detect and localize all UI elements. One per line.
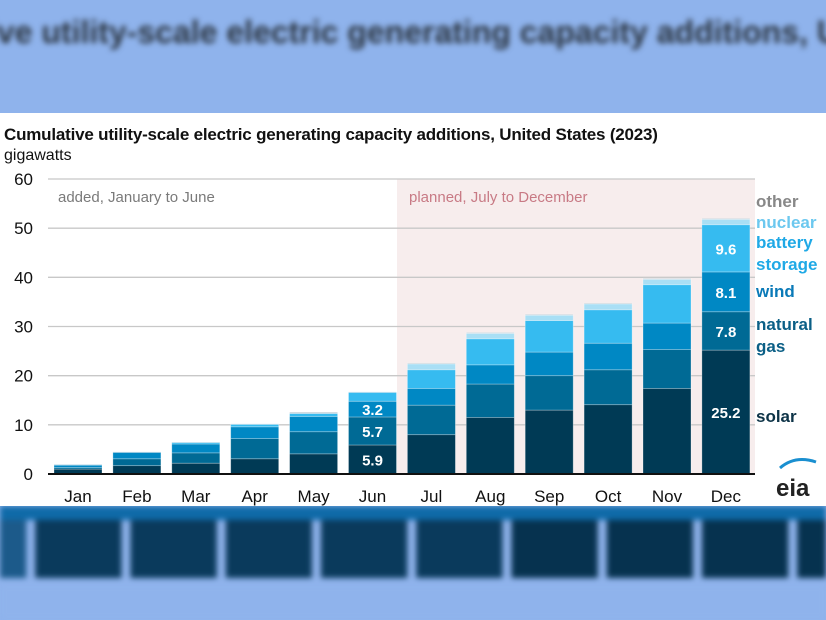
bar-segment-wind-apr — [230, 426, 280, 439]
annotation-added: added, January to June — [58, 189, 215, 206]
bar-segment-natural-gas-jul — [406, 404, 456, 436]
legend-label-nuclear: nuclear — [756, 213, 817, 232]
bar-segment-natural-gas-feb — [112, 458, 162, 467]
x-tick-label: Aug — [475, 487, 505, 506]
bar-segment-solar-aug — [465, 417, 515, 475]
legend-label-battery-storage: storage — [756, 255, 817, 274]
bar-segment-other-dec — [701, 217, 751, 220]
bar-segment-wind-sep — [524, 351, 574, 377]
bar-segment-battery-storage-aug — [465, 338, 515, 366]
eia-logo: eia — [776, 475, 810, 502]
bar-segment-battery-storage-may — [289, 413, 339, 417]
x-tick-label: Mar — [181, 487, 211, 506]
bar-segment-wind-oct — [583, 342, 633, 371]
x-tick-label: Dec — [711, 487, 742, 506]
bar-segment-battery-storage-jul — [406, 369, 456, 389]
x-tick-label: Nov — [652, 487, 683, 506]
bar-segment-other-jul — [406, 362, 456, 365]
y-tick-label: 30 — [14, 318, 33, 337]
blurred-background-top: Cumulative utility-scale electric genera… — [0, 0, 826, 113]
bar-segment-wind-mar — [171, 443, 221, 454]
bar-segment-wind-may — [289, 416, 339, 433]
x-tick-label: Feb — [122, 487, 151, 506]
x-tick-label: Jun — [359, 487, 386, 506]
data-label: 3.2 — [362, 402, 383, 419]
bar-segment-natural-gas-aug — [465, 383, 515, 418]
y-axis-unit: gigawatts — [4, 147, 72, 164]
legend-label-solar: solar — [756, 407, 797, 426]
y-tick-label: 60 — [14, 170, 33, 189]
x-tick-label: Sep — [534, 487, 564, 506]
eia-logo-swoosh — [779, 458, 817, 470]
bar-segment-other-may — [289, 411, 339, 414]
bar-segment-solar-mar — [171, 462, 221, 475]
bar-segment-natural-gas-oct — [583, 369, 633, 406]
bar-segment-nuclear-sep — [524, 314, 574, 322]
bar-segment-nuclear-nov — [642, 278, 692, 286]
chart: 0 10 20 30 40 50 60 added, January to June plann… — [14, 170, 817, 506]
bar-segment-solar-oct — [583, 404, 633, 475]
bar-segment-nuclear-jul — [406, 363, 456, 371]
annotation-planned: planned, July to December — [409, 189, 587, 206]
chart-title: Cumulative utility-scale electric genera… — [4, 125, 658, 144]
blurred-axis-area — [0, 584, 826, 620]
bar-segment-natural-gas-nov — [642, 349, 692, 389]
bar-segment-solar-nov — [642, 388, 692, 475]
legend-label-other: other — [756, 192, 799, 211]
x-tick-label: May — [298, 487, 331, 506]
data-label: 5.9 — [362, 452, 383, 469]
y-tick-label: 10 — [14, 416, 33, 435]
x-tick-label: Jul — [421, 487, 443, 506]
bar-segment-solar-jun — [348, 444, 397, 475]
legend-label-natural-gas: natural — [756, 315, 813, 334]
bar-segment-battery-storage-jun — [348, 391, 397, 402]
x-tick-label: Apr — [241, 487, 268, 506]
legend-label-battery-storage: battery — [756, 233, 813, 252]
bar-segment-wind-nov — [642, 322, 692, 351]
bar-segment-other-nov — [642, 277, 692, 280]
y-tick-label: 40 — [14, 268, 33, 287]
bar-segment-solar-feb — [112, 465, 162, 475]
bar-segment-solar-may — [289, 453, 339, 475]
bar-segment-battery-storage-sep — [524, 320, 574, 353]
y-tick-label: 50 — [14, 219, 33, 238]
bar-segment-battery-storage-dec — [701, 224, 751, 273]
blurred-background-bottom — [0, 506, 826, 620]
bar-segment-solar-sep — [524, 409, 574, 475]
bar-segment-nuclear-dec — [701, 218, 751, 226]
bar-segment-nuclear-aug — [465, 332, 515, 340]
y-tick-label: 0 — [24, 465, 33, 484]
bar-segment-nuclear-oct — [583, 303, 633, 311]
data-label: 25.2 — [711, 405, 740, 422]
bar-segment-natural-gas-sep — [524, 375, 574, 411]
x-tick-label: Oct — [595, 487, 622, 506]
bar-segment-solar-jul — [406, 434, 456, 475]
legend-label-wind: wind — [755, 282, 795, 301]
blurred-band — [0, 506, 826, 520]
bar-segment-natural-gas-dec — [701, 311, 751, 351]
bar-segment-natural-gas-mar — [171, 452, 221, 464]
legend-label-natural-gas: gas — [756, 337, 785, 356]
bar-segment-natural-gas-apr — [230, 438, 280, 460]
x-tick-label: Jan — [64, 487, 91, 506]
bar-segment-wind-dec — [701, 271, 751, 313]
bar-segment-solar-apr — [230, 458, 280, 475]
bar-segment-battery-storage-oct — [583, 309, 633, 344]
bar-segment-other-aug — [465, 331, 515, 334]
data-label: 5.7 — [362, 424, 383, 441]
bar-segment-wind-jul — [406, 388, 456, 406]
bar-segment-battery-storage-nov — [642, 284, 692, 324]
bar-segment-natural-gas-jun — [348, 416, 397, 446]
data-label: 7.8 — [715, 324, 736, 341]
blurred-title: Cumulative utility-scale electric genera… — [0, 14, 826, 50]
bar-segment-other-oct — [583, 302, 633, 305]
y-tick-label: 20 — [14, 367, 33, 386]
data-label: 9.6 — [715, 241, 736, 258]
data-label: 8.1 — [715, 285, 736, 302]
bar-segment-natural-gas-may — [289, 431, 339, 455]
bar-segment-wind-aug — [465, 364, 515, 385]
bar-segment-wind-feb — [112, 451, 162, 460]
bar-segment-other-sep — [524, 313, 574, 316]
